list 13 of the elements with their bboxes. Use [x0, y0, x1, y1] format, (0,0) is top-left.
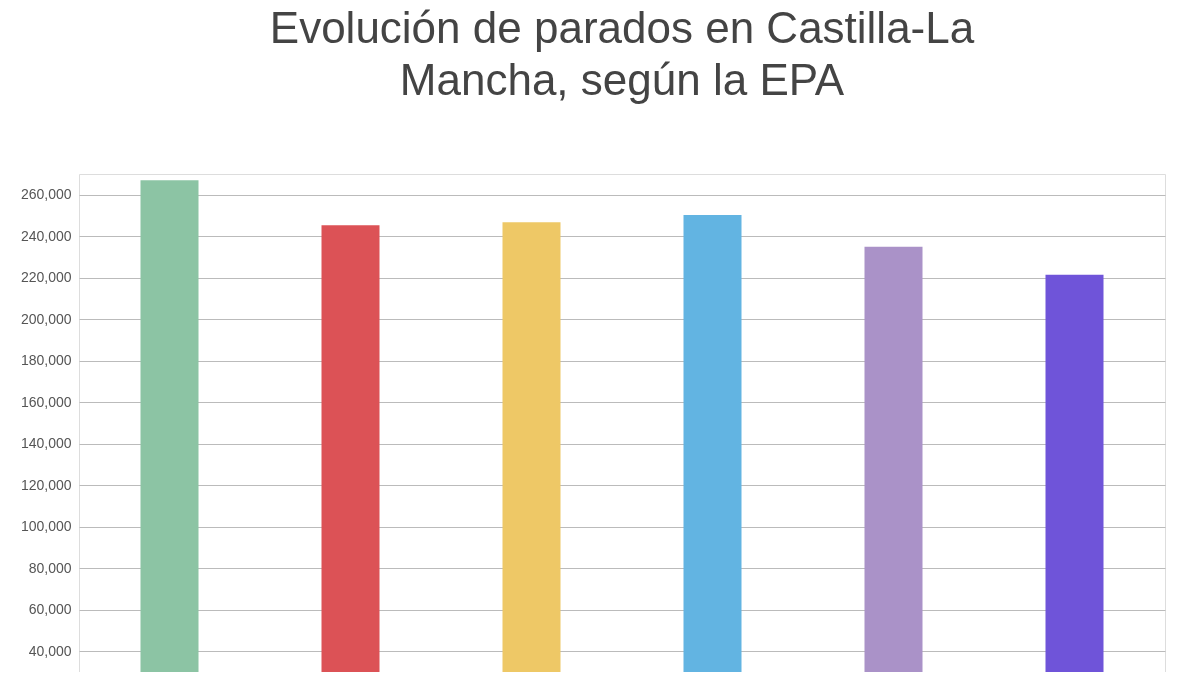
y-tick-label: 220,000: [20, 269, 72, 286]
y-tick-label: 240,000: [20, 227, 72, 244]
y-tick-label: 160,000: [20, 393, 72, 410]
y-tick-label: 80,000: [28, 559, 72, 576]
y-tick-label: 40,000: [28, 642, 72, 659]
chart-title: Evolución de parados en Castilla-La Mancha, según la EPA: [269, 3, 975, 104]
y-tick-label: 260,000: [20, 186, 72, 203]
y-tick-label: 180,000: [20, 352, 72, 369]
y-tick-label: 100,000: [20, 518, 72, 535]
y-tick-label: 60,000: [28, 601, 72, 618]
y-tick-label: 200,000: [20, 310, 72, 327]
y-tick-label: 140,000: [20, 435, 72, 452]
y-tick-label: 120,000: [20, 476, 72, 493]
